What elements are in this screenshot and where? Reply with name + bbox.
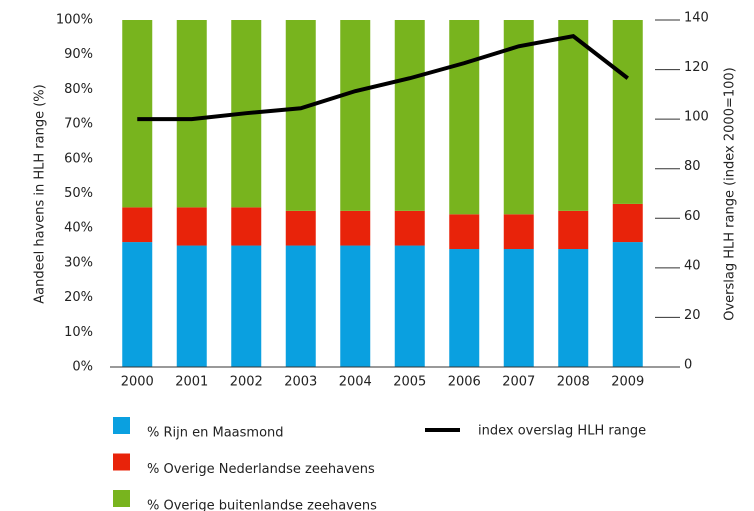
y-tick-label: 10% (64, 325, 93, 340)
bar-segment (231, 207, 262, 246)
y2-tick-label: 20 (684, 308, 701, 323)
bar-segment (612, 20, 643, 204)
bar-segment (285, 20, 316, 211)
bar-segment (394, 20, 425, 211)
bar-segment (612, 242, 643, 367)
bar-segment (558, 210, 589, 250)
x-tick-label: 2003 (284, 375, 317, 390)
bar-segment (285, 210, 316, 246)
bar-segment (503, 20, 534, 215)
x-tick-label: 2009 (611, 375, 644, 390)
bar-segment (558, 20, 589, 211)
x-tick-label: 2008 (557, 375, 590, 390)
y-tick-label: 50% (64, 186, 93, 201)
bar-segment (449, 249, 480, 367)
y-axis-label: Aandeel havens in HLH range (%) (33, 84, 48, 303)
y-tick-label: 60% (64, 151, 93, 166)
legend-label: index overslag HLH range (478, 424, 646, 439)
legend-swatch (113, 490, 130, 507)
bar-segment (503, 249, 534, 367)
bar-segment (285, 245, 316, 367)
y2-axis-label: Overslag HLH range (index 2000=100) (723, 67, 738, 321)
x-tick-label: 2000 (121, 375, 154, 390)
bar-segment (449, 214, 480, 250)
y2-tick-label: 140 (684, 11, 709, 26)
bar-segment (340, 210, 371, 246)
legend-swatch (113, 453, 130, 471)
y2-tick-label: 0 (684, 358, 692, 373)
bar-segment (176, 245, 207, 367)
bar-segment (612, 203, 643, 243)
bar-segment (122, 207, 153, 243)
x-tick-label: 2007 (502, 375, 535, 390)
x-tick-label: 2005 (393, 375, 426, 390)
y-tick-label: 0% (72, 360, 93, 375)
legend-swatch (113, 417, 130, 434)
bar-segment (340, 245, 371, 367)
bar-segment (231, 245, 262, 367)
bar-segment (503, 214, 534, 250)
y-tick-label: 40% (64, 221, 93, 236)
x-tick-label: 2002 (230, 375, 263, 390)
x-tick-label: 2004 (339, 375, 372, 390)
bar-segment (449, 20, 480, 215)
y-tick-label: 100% (56, 13, 93, 28)
y2-tick-label: 100 (684, 110, 709, 125)
y-tick-label: 70% (64, 117, 93, 132)
bar-segment (340, 20, 371, 211)
y-tick-label: 30% (64, 255, 93, 270)
x-tick-label: 2001 (175, 375, 208, 390)
x-tick-label: 2006 (448, 375, 481, 390)
legend-label: % Rijn en Maasmond (147, 426, 284, 441)
bar-segment (122, 242, 153, 367)
bar-segment (558, 249, 589, 367)
y2-tick-label: 40 (684, 258, 701, 273)
legend-label: % Overige buitenlandse zeehavens (147, 499, 377, 511)
y2-tick-label: 80 (684, 159, 701, 174)
y2-tick-label: 60 (684, 209, 701, 224)
bar-segment (176, 20, 207, 208)
line-series (137, 33, 629, 122)
bar-segment (122, 20, 153, 208)
y-tick-label: 90% (64, 47, 93, 62)
y-tick-label: 20% (64, 290, 93, 305)
bar-segment (176, 207, 207, 246)
bar-segment (394, 245, 425, 367)
bar-segment (394, 210, 425, 246)
y-tick-label: 80% (64, 82, 93, 97)
legend-label: % Overige Nederlandse zeehavens (147, 462, 375, 477)
y2-tick-label: 120 (684, 60, 709, 75)
